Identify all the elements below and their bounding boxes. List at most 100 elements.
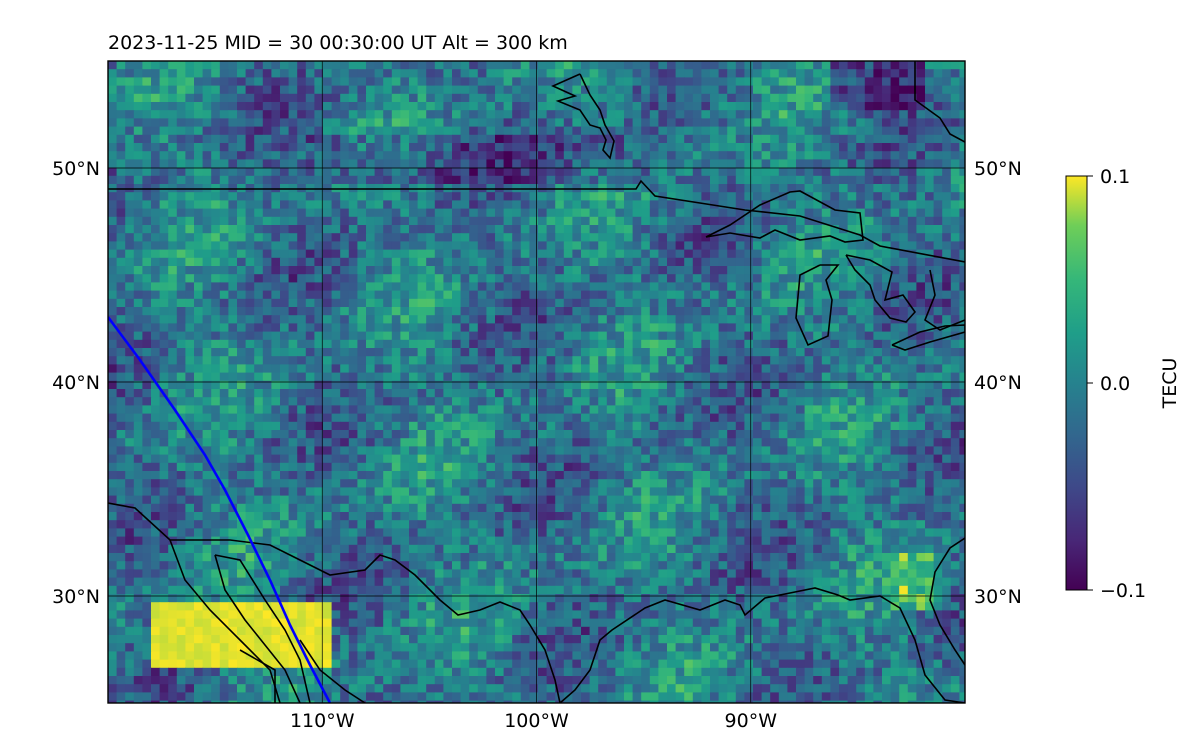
tec-cell — [899, 372, 909, 382]
tec-cell — [546, 380, 556, 390]
tec-cell — [391, 430, 401, 439]
tec-cell — [933, 225, 943, 234]
tec-cell — [460, 405, 470, 415]
tec-cell — [624, 421, 634, 431]
tec-cell — [787, 126, 797, 136]
tec-cell — [796, 413, 806, 423]
tec-cell — [787, 421, 797, 431]
tec-cell — [452, 339, 462, 349]
tec-cell — [925, 249, 935, 259]
tec-cell — [753, 421, 763, 431]
tec-cell — [288, 323, 298, 333]
tec-cell — [770, 339, 780, 349]
tec-cell — [142, 323, 152, 333]
tec-cell — [770, 192, 780, 201]
tec-cell — [426, 282, 436, 292]
tec-heatmap-cells — [108, 61, 965, 703]
tec-cell — [830, 405, 840, 415]
tec-cell — [830, 397, 840, 406]
tec-cell — [563, 397, 573, 406]
tec-cell — [452, 389, 462, 398]
tec-cell — [744, 159, 754, 169]
tec-cell — [486, 249, 496, 259]
tec-cell — [692, 438, 702, 447]
tec-cell — [323, 397, 333, 406]
tec-cell — [142, 274, 152, 283]
tec-cell — [959, 389, 965, 398]
tec-cell — [305, 167, 315, 177]
tec-cell — [245, 77, 255, 87]
tec-cell — [529, 372, 539, 382]
tec-cell — [228, 192, 238, 201]
tec-cell — [856, 200, 866, 210]
tec-cell — [572, 339, 582, 349]
tec-cell — [555, 446, 565, 456]
tec-cell — [219, 274, 229, 283]
tec-cell — [787, 241, 797, 251]
tec-cell — [288, 307, 298, 316]
tec-cell — [529, 266, 539, 275]
tec-cell — [125, 307, 135, 316]
tec-cell — [864, 216, 874, 226]
tec-cell — [778, 413, 788, 423]
tec-cell — [460, 331, 470, 341]
tec-cell — [512, 151, 522, 160]
tec-cell — [606, 249, 616, 259]
tec-cell — [400, 454, 410, 464]
tec-cell — [925, 413, 935, 423]
tec-cell — [847, 61, 857, 70]
tec-cell — [675, 315, 685, 324]
tec-cell — [925, 348, 935, 357]
tec-cell — [710, 307, 720, 316]
tec-cell — [839, 364, 849, 374]
tec-cell — [555, 200, 565, 210]
tec-cell — [185, 397, 195, 406]
tec-cell — [469, 331, 479, 341]
tec-cell — [211, 85, 221, 95]
tec-cell — [176, 266, 186, 275]
tec-cell — [615, 413, 625, 423]
tec-cell — [426, 159, 436, 169]
tec-cell — [331, 446, 341, 456]
tec-cell — [581, 339, 591, 349]
tec-cell — [546, 290, 556, 300]
tec-cell — [890, 184, 900, 193]
tec-cell — [340, 85, 350, 95]
tec-cell — [374, 216, 384, 226]
tec-cell — [366, 77, 376, 87]
tec-cell — [632, 134, 642, 144]
tec-cell — [538, 348, 548, 357]
tec-cell — [572, 225, 582, 234]
tec-cell — [520, 389, 530, 398]
tec-cell — [520, 249, 530, 259]
tec-cell — [658, 143, 668, 152]
tec-cell — [185, 298, 195, 308]
tec-cell — [331, 249, 341, 259]
tec-cell — [314, 397, 324, 406]
tec-cell — [469, 290, 479, 300]
tec-cell — [142, 257, 152, 267]
tec-cell — [710, 69, 720, 78]
tec-cell — [563, 462, 573, 472]
tec-cell — [770, 397, 780, 406]
tec-cell — [770, 61, 780, 70]
tec-cell — [168, 389, 178, 398]
tec-cell — [469, 143, 479, 152]
tec-cell — [417, 438, 427, 447]
tec-cell — [374, 118, 384, 128]
tec-cell — [718, 307, 728, 316]
tec-cell — [899, 143, 909, 152]
tec-cell — [469, 61, 479, 70]
tec-cell — [340, 61, 350, 70]
tec-cell — [589, 77, 599, 87]
tec-cell — [821, 323, 831, 333]
tec-cell — [495, 421, 505, 431]
tec-cell — [839, 372, 849, 382]
tec-cell — [116, 430, 126, 439]
tec-cell — [667, 143, 677, 152]
tec-cell — [847, 175, 857, 185]
tec-cell — [821, 356, 831, 365]
tec-cell — [658, 405, 668, 415]
tec-cell — [899, 77, 909, 87]
tec-cell — [641, 118, 651, 128]
